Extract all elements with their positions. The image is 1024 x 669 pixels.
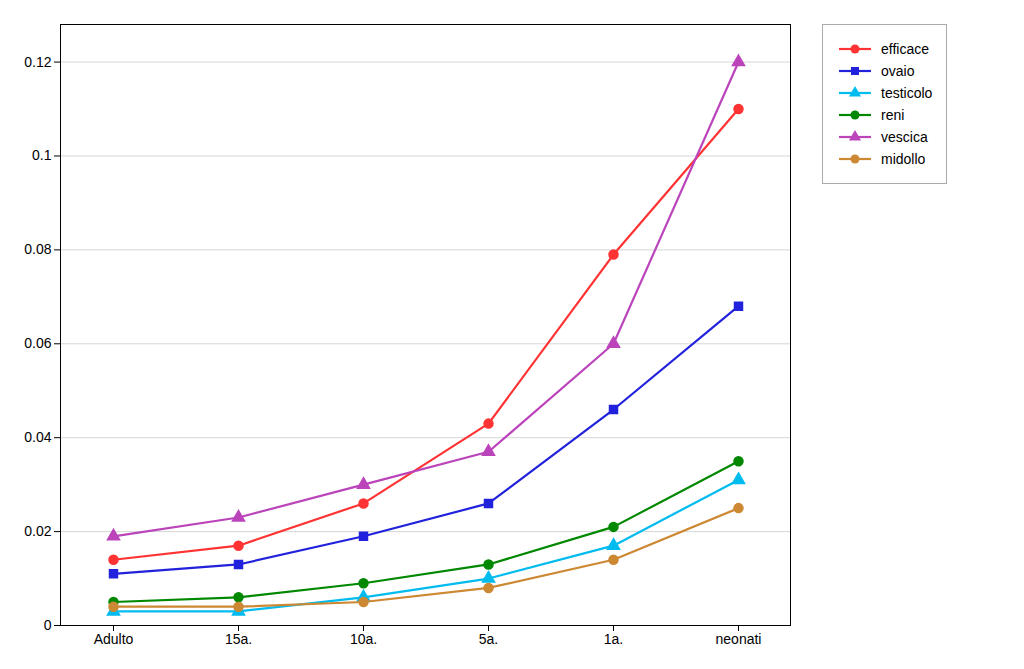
svg-text:0.06: 0.06	[24, 335, 51, 351]
svg-text:0.1: 0.1	[32, 147, 52, 163]
svg-text:15a.: 15a.	[225, 631, 252, 647]
html-text:midollo: midollo	[881, 151, 926, 167]
svg-text:Adulto: Adulto	[94, 631, 134, 647]
svg-text:10a.: 10a.	[350, 631, 377, 647]
svg-text:neonati: neonati	[716, 631, 762, 647]
svg-text:5a.: 5a.	[479, 631, 498, 647]
html-text:ovaio: ovaio	[881, 63, 915, 79]
svg-text:0.02: 0.02	[24, 523, 51, 539]
html-text:testicolo: testicolo	[881, 85, 933, 101]
html-text:efficace: efficace	[881, 41, 929, 57]
svg-text:0.08: 0.08	[24, 241, 51, 257]
svg-text:0.04: 0.04	[24, 429, 51, 445]
svg-text:0: 0	[44, 617, 52, 633]
svg-text:1a.: 1a.	[604, 631, 623, 647]
svg-text:0.12: 0.12	[24, 54, 51, 70]
html-text:reni: reni	[881, 107, 905, 123]
html-text:vescica: vescica	[881, 129, 928, 145]
